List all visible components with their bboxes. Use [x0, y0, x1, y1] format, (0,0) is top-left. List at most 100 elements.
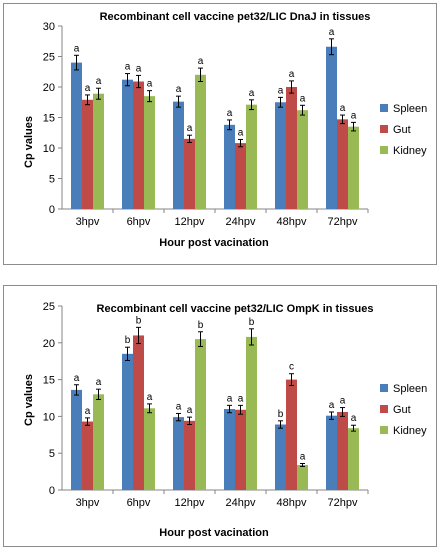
bar-spleen — [326, 415, 337, 490]
y-axis-title: Cp values — [23, 116, 35, 168]
y-tick-label: 0 — [49, 485, 55, 497]
bar-spleen — [275, 102, 286, 209]
significance-label: a — [74, 373, 80, 384]
significance-label: a — [238, 127, 244, 138]
x-tick-label: 6hpv — [127, 497, 151, 509]
significance-label: b — [136, 315, 142, 326]
chart-panel-ompk: Recombinant cell vaccine pet32/LIC OmpK … — [3, 285, 437, 547]
significance-label: a — [300, 93, 306, 104]
bar-spleen — [173, 101, 184, 209]
significance-label: a — [227, 108, 233, 119]
bar-spleen — [122, 353, 133, 490]
x-axis-title: Hour post vacination — [159, 237, 269, 249]
x-tick-label: 3hpv — [76, 216, 100, 228]
significance-label: a — [147, 79, 153, 90]
legend-label-gut: Gut — [393, 404, 411, 416]
legend-swatch-gut — [380, 405, 388, 413]
x-tick-label: 72hpv — [328, 216, 358, 228]
significance-label: b — [278, 409, 284, 420]
legend-swatch-spleen — [380, 104, 388, 112]
y-tick-label: 20 — [43, 82, 55, 94]
significance-label: b — [249, 317, 255, 328]
significance-label: a — [198, 56, 204, 67]
bar-gut — [82, 99, 93, 209]
significance-label: a — [329, 27, 335, 38]
significance-label: a — [227, 393, 233, 404]
bar-kidney — [348, 428, 359, 490]
bar-kidney — [246, 336, 257, 490]
x-tick-label: 48hpv — [277, 216, 307, 228]
bar-kidney — [144, 408, 155, 490]
bar-spleen — [224, 409, 235, 490]
legend-swatch-kidney — [380, 426, 388, 434]
significance-label: a — [96, 76, 102, 87]
bar-spleen — [71, 62, 82, 209]
significance-label: a — [278, 85, 284, 96]
bar-spleen — [122, 79, 133, 210]
bar-gut — [184, 420, 195, 490]
x-axis-title: Hour post vacination — [159, 527, 269, 539]
significance-label: a — [300, 452, 306, 463]
legend-label-kidney: Kidney — [393, 145, 427, 157]
bar-gut — [235, 143, 246, 209]
bar-kidney — [297, 110, 308, 209]
x-tick-label: 72hpv — [328, 497, 358, 509]
significance-label: a — [187, 123, 193, 134]
bar-gut — [337, 411, 348, 490]
significance-label: a — [136, 63, 142, 74]
significance-label: b — [198, 320, 204, 331]
chart-ompk: Recombinant cell vaccine pet32/LIC OmpK … — [23, 301, 427, 539]
bar-gut — [133, 335, 144, 490]
x-tick-label: 3hpv — [76, 497, 100, 509]
bar-kidney — [93, 93, 104, 209]
bar-spleen — [275, 424, 286, 490]
significance-label: a — [249, 88, 255, 99]
significance-label: a — [74, 43, 80, 54]
chart-title: Recombinant cell vaccine pet32/LIC DnaJ … — [100, 11, 371, 23]
significance-label: a — [289, 69, 295, 80]
y-tick-label: 0 — [49, 204, 55, 216]
y-tick-label: 10 — [43, 411, 55, 423]
bar-gut — [133, 81, 144, 209]
significance-label: a — [351, 413, 357, 424]
bar-spleen — [173, 417, 184, 490]
significance-label: a — [85, 406, 91, 417]
y-axis-title: Cp values — [23, 374, 35, 426]
bar-kidney — [348, 126, 359, 209]
y-tick-label: 5 — [49, 448, 55, 460]
significance-label: a — [351, 110, 357, 121]
x-tick-label: 24hpv — [226, 216, 256, 228]
legend-label-spleen: Spleen — [393, 383, 427, 395]
y-tick-label: 20 — [43, 338, 55, 350]
bar-spleen — [71, 389, 82, 490]
significance-label: c — [289, 362, 294, 373]
chart-title: Recombinant cell vaccine pet32/LIC OmpK … — [97, 303, 374, 315]
bar-kidney — [93, 394, 104, 490]
significance-label: a — [187, 405, 193, 416]
bar-kidney — [195, 74, 206, 209]
y-tick-label: 10 — [43, 143, 55, 155]
chart-dnaj: Recombinant cell vaccine pet32/LIC DnaJ … — [23, 11, 427, 249]
legend-label-gut: Gut — [393, 124, 411, 136]
bar-gut — [184, 138, 195, 209]
x-tick-label: 12hpv — [175, 216, 205, 228]
significance-label: a — [329, 400, 335, 411]
bar-kidney — [195, 339, 206, 490]
significance-label: a — [340, 103, 346, 114]
bar-gut — [286, 379, 297, 490]
chart-panel-dnaj: Recombinant cell vaccine pet32/LIC DnaJ … — [3, 3, 437, 265]
y-tick-label: 30 — [43, 21, 55, 33]
y-tick-label: 25 — [43, 301, 55, 313]
legend-swatch-kidney — [380, 146, 388, 154]
y-tick-label: 25 — [43, 52, 55, 64]
bar-gut — [337, 119, 348, 209]
x-tick-label: 48hpv — [277, 497, 307, 509]
x-tick-label: 12hpv — [175, 497, 205, 509]
significance-label: a — [96, 377, 102, 388]
bar-spleen — [326, 46, 337, 209]
bar-spleen — [224, 124, 235, 209]
significance-label: a — [238, 393, 244, 404]
legend-label-kidney: Kidney — [393, 425, 427, 437]
significance-label: a — [147, 392, 153, 403]
significance-label: a — [340, 396, 346, 407]
